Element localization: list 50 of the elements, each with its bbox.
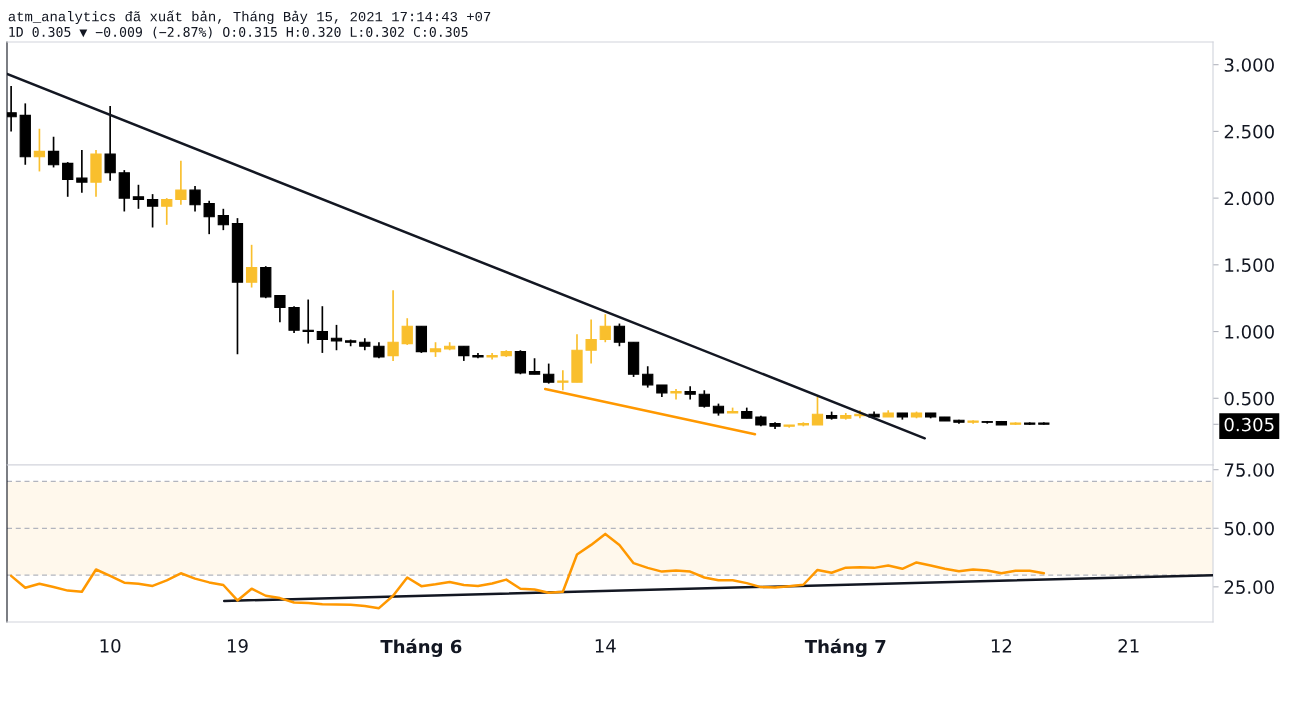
candlestick (642, 365, 654, 389)
y-tick-label: 75.00 (1224, 463, 1274, 477)
chart-title: atm_analytics đã xuất bản, Tháng Bảy 15, 2021 17:14:43 +07 (8, 10, 491, 25)
candlestick (62, 161, 74, 198)
candlestick (387, 289, 399, 362)
candlestick (613, 322, 626, 348)
candlestick (274, 294, 286, 324)
x-tick-label: 10 (100, 638, 121, 653)
candlestick (146, 193, 159, 229)
candlestick (514, 349, 527, 376)
candlestick (585, 318, 597, 365)
y-tick-label: 1.500 (1225, 258, 1274, 272)
candlestick (47, 135, 60, 169)
x-tick-label: 12 (991, 638, 1012, 653)
candlestick (132, 183, 145, 210)
y-tick-label: 25.00 (1224, 580, 1274, 594)
candlestick (33, 127, 46, 173)
candlestick (203, 199, 215, 235)
candlestick (76, 149, 88, 194)
candlestick (217, 207, 229, 231)
x-tick-label: Tháng 7 (804, 638, 886, 657)
candlestick (175, 159, 187, 206)
y-tick-label: 0.305 (1224, 417, 1274, 432)
y-tick-label: 1.000 (1225, 325, 1274, 339)
x-tick-label: 14 (595, 639, 616, 653)
line-series (9, 532, 1046, 610)
candlestick (599, 313, 611, 344)
y-tick-label: 0.500 (1224, 391, 1274, 406)
candlestick (330, 324, 343, 352)
candlestick (245, 243, 258, 289)
candlestick (7, 85, 17, 133)
candlestick (543, 362, 555, 385)
x-tick-label: 21 (1118, 638, 1139, 653)
y-tick-label: 3.000 (1224, 58, 1274, 72)
candlestick (161, 197, 173, 226)
x-tick-label: 19 (227, 638, 248, 653)
candlestick (288, 305, 300, 334)
chart-subtitle: 1D 0.305 ▼ −0.009 (−2.87%) O:0.315 H:0.320 L:0.302 C:0.305 (9, 26, 468, 39)
x-tick-label: Tháng 6 (380, 638, 462, 657)
candlestick (684, 385, 696, 401)
candlestick (557, 369, 569, 392)
candlestick (104, 105, 116, 182)
candlestick (811, 396, 824, 426)
y-tick-label: 2.000 (1224, 191, 1274, 206)
candlestick (316, 305, 328, 354)
candlestick (401, 317, 413, 346)
candlestick (302, 298, 314, 345)
y-tick-label: 2.500 (1224, 124, 1274, 139)
y-tick-label: 50.00 (1224, 521, 1274, 536)
candlestick (189, 185, 201, 213)
